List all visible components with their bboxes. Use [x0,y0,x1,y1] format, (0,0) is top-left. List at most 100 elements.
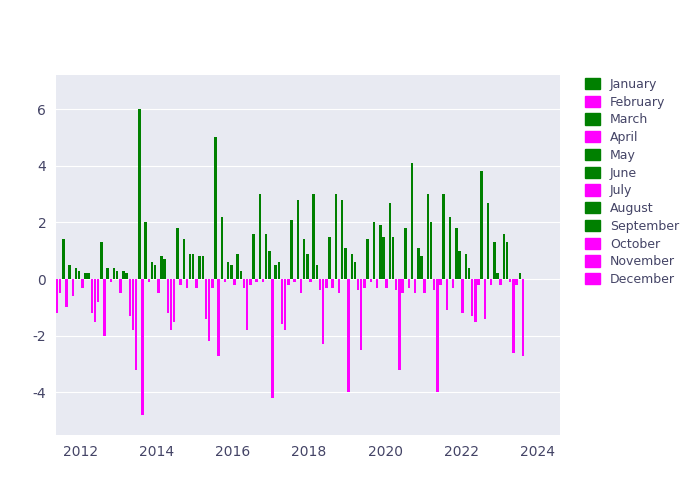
Bar [204,279,207,319]
Bar [290,220,293,279]
Bar [90,279,93,313]
Bar [414,279,416,293]
Bar [424,279,426,293]
Bar [360,279,363,350]
Bar [62,240,64,279]
Bar [332,279,334,287]
Bar [442,194,445,279]
Bar [398,279,400,370]
Bar [179,279,182,285]
Bar [183,240,185,279]
Bar [509,279,512,282]
Bar [407,279,410,287]
Bar [420,256,423,279]
Bar [97,279,99,302]
Bar [405,228,407,279]
Bar [30,236,33,279]
Bar [110,279,112,282]
Bar [135,279,137,370]
Bar [278,262,280,279]
Bar [195,279,197,287]
Bar [69,265,71,279]
Bar [192,254,195,279]
Bar [125,274,128,279]
Bar [243,279,245,287]
Bar [262,279,264,282]
Bar [189,254,191,279]
Bar [274,265,277,279]
Bar [458,250,461,279]
Bar [490,279,493,285]
Bar [392,236,394,279]
Bar [40,260,42,279]
Bar [372,222,375,279]
Bar [293,279,296,282]
Bar [417,248,419,279]
Bar [227,262,230,279]
Bar [84,274,87,279]
Bar [440,279,442,285]
Bar [433,279,435,290]
Bar [430,222,432,279]
Bar [160,256,163,279]
Bar [312,194,315,279]
Bar [249,279,251,285]
Bar [75,268,77,279]
Bar [27,279,29,342]
Bar [477,279,480,285]
Bar [214,138,217,279]
Bar [34,279,36,290]
Bar [347,279,350,392]
Bar [335,194,337,279]
Bar [52,279,55,302]
Bar [100,242,103,279]
Bar [129,279,131,316]
Bar [268,250,271,279]
Bar [449,216,452,279]
Bar [309,279,312,282]
Bar [78,270,80,279]
Bar [220,216,223,279]
Bar [65,279,68,308]
Bar [446,279,448,310]
Bar [202,256,204,279]
Bar [46,265,49,279]
Bar [265,234,267,279]
Bar [455,228,458,279]
Bar [272,279,274,398]
Bar [322,279,325,344]
Bar [218,279,220,355]
Bar [252,234,255,279]
Bar [496,274,499,279]
Bar [24,216,27,279]
Bar [239,270,242,279]
Bar [471,279,473,316]
Bar [88,274,90,279]
Bar [167,279,169,313]
Bar [452,279,454,287]
Bar [297,200,299,279]
Bar [357,279,359,290]
Bar [150,262,153,279]
Bar [230,265,232,279]
Bar [224,279,226,282]
Bar [237,254,239,279]
Bar [56,279,58,313]
Bar [186,279,188,287]
Bar [325,279,328,287]
Bar [119,279,122,293]
Bar [522,279,524,355]
Bar [389,202,391,279]
Bar [50,270,52,279]
Bar [141,279,144,415]
Bar [338,279,340,293]
Bar [104,279,106,336]
Bar [233,279,236,285]
Bar [351,254,353,279]
Bar [379,225,382,279]
Bar [287,279,290,285]
Bar [461,279,464,313]
Bar [122,270,125,279]
Bar [341,200,344,279]
Bar [164,260,166,279]
